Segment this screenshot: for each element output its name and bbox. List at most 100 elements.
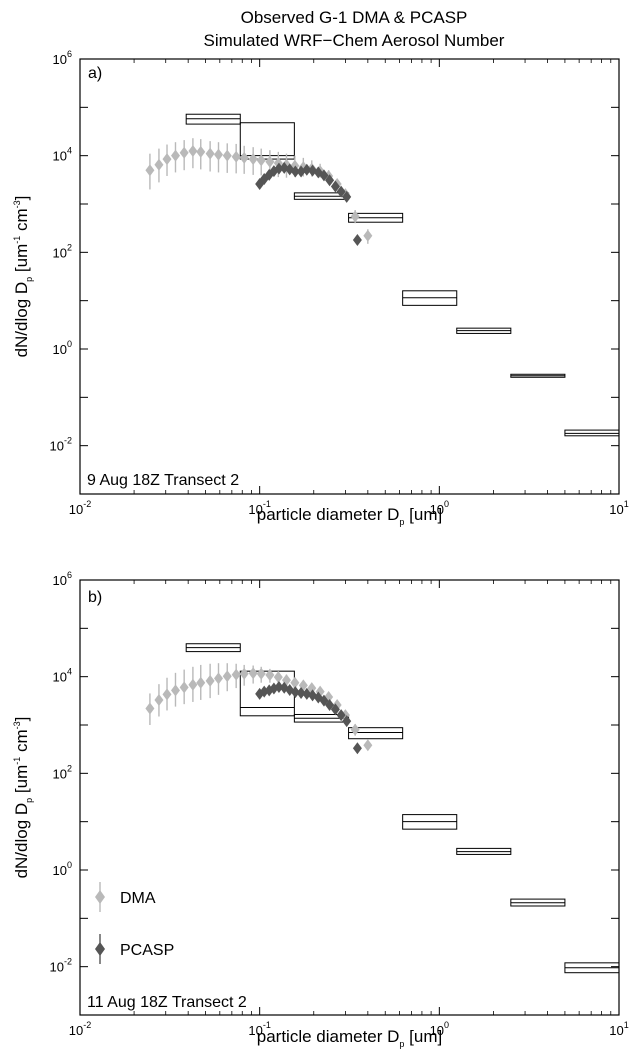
y-tick-base: 10 <box>53 342 67 357</box>
legend-dma-marker <box>95 890 105 904</box>
y-tick-label: 106 <box>53 49 72 67</box>
y-axis-label-main: dN/dlog D <box>12 803 31 879</box>
y-tick-exponent: 6 <box>67 570 72 580</box>
x-tick-exponent: -1 <box>263 499 271 509</box>
dma-point <box>179 146 189 159</box>
x-axis-label: particle diameter Dp [um] <box>257 1027 442 1049</box>
pcasp-point <box>330 703 340 716</box>
y-tick-exponent: -2 <box>64 436 72 446</box>
dma-point <box>213 148 223 161</box>
dma-point <box>222 670 232 683</box>
legend-dma-label: DMA <box>120 890 156 907</box>
x-axis-label-unit: [um] <box>404 1027 442 1046</box>
dma-point <box>239 667 249 680</box>
pcasp-point <box>302 163 312 176</box>
dma-point <box>222 149 232 162</box>
y-tick-exponent: 4 <box>67 667 72 677</box>
y-tick-label: 100 <box>53 860 72 878</box>
panel-annotation: 9 Aug 18Z Transect 2 <box>87 472 239 489</box>
x-tick-exponent: 1 <box>624 499 629 509</box>
pcasp-point <box>302 687 312 700</box>
dma-point <box>196 145 206 158</box>
pcasp-point <box>325 698 335 711</box>
dma-point <box>265 669 275 682</box>
y-axis-label: dN/dlog Dp [um-1 cm-3] <box>12 196 34 358</box>
y-axis-label: dN/dlog Dp [um-1 cm-3] <box>12 717 34 879</box>
dma-point <box>154 158 164 171</box>
pcasp-point <box>274 681 284 694</box>
dma-point <box>239 151 249 164</box>
x-tick-base: 10 <box>248 502 262 517</box>
y-tick-label: 102 <box>53 763 72 781</box>
x-tick-label: 101 <box>609 499 628 517</box>
y-tick-exponent: 0 <box>67 860 72 870</box>
dma-point <box>170 149 180 162</box>
y-axis-label-main: dN/dlog D <box>12 282 31 358</box>
y-axis-label-exponent: -3 <box>12 721 22 729</box>
y-tick-base: 10 <box>53 245 67 260</box>
y-tick-base: 10 <box>53 52 67 67</box>
dma-point <box>162 688 172 701</box>
x-axis-label: particle diameter Dp [um] <box>257 505 442 527</box>
x-tick-exponent: 0 <box>444 499 449 509</box>
y-axis-label-unit: [um <box>12 765 31 798</box>
pcasp-point <box>342 190 352 203</box>
y-axis-label-unit: ] <box>12 196 31 201</box>
dma-point <box>145 702 155 715</box>
dma-point <box>205 674 215 687</box>
x-axis-label-subscript: p <box>399 1039 404 1049</box>
dma-point <box>179 681 189 694</box>
y-tick-label: 102 <box>53 242 72 260</box>
x-tick-base: 10 <box>430 502 444 517</box>
y-tick-base: 10 <box>53 573 67 588</box>
dma-point <box>170 684 180 697</box>
dma-point <box>188 144 198 157</box>
y-tick-exponent: -2 <box>64 957 72 967</box>
dma-point <box>273 671 283 684</box>
pcasp-point <box>296 686 306 699</box>
y-tick-label: 100 <box>53 339 72 357</box>
y-tick-base: 10 <box>53 670 67 685</box>
x-tick-label: 10-1 <box>248 499 270 517</box>
panel-label: a) <box>88 65 102 82</box>
dma-point <box>145 164 155 177</box>
x-tick-exponent: -1 <box>263 1020 271 1030</box>
panel-annotation: 11 Aug 18Z Transect 2 <box>87 994 247 1011</box>
y-tick-base: 10 <box>53 863 67 878</box>
dma-point <box>363 739 373 752</box>
dma-point <box>154 693 164 706</box>
y-tick-base: 10 <box>53 766 67 781</box>
pcasp-point <box>342 715 352 728</box>
y-tick-base: 10 <box>53 149 67 164</box>
y-axis-label-unit: ] <box>12 717 31 722</box>
y-axis-label-exponent: -1 <box>12 236 22 244</box>
x-axis-label-unit: [um] <box>404 505 442 524</box>
dma-point <box>248 153 258 166</box>
y-tick-exponent: 2 <box>67 763 72 773</box>
figure-title-line2: Simulated WRF−Chem Aerosol Number <box>204 31 505 50</box>
plot-frame <box>79 58 620 495</box>
pcasp-point <box>336 185 346 198</box>
dma-point <box>205 147 215 160</box>
model-bin-box <box>239 122 295 160</box>
pcasp-point <box>352 742 362 755</box>
dma-point <box>256 154 266 167</box>
x-tick-base: 10 <box>248 1023 262 1038</box>
dma-point <box>213 672 223 685</box>
y-axis-label-subscript: p <box>24 798 34 803</box>
x-tick-exponent: 1 <box>624 1020 629 1030</box>
pcasp-point <box>330 180 340 193</box>
y-tick-exponent: 0 <box>67 339 72 349</box>
dma-point <box>196 676 206 689</box>
pcasp-point <box>290 686 300 699</box>
x-tick-exponent: -2 <box>83 1020 91 1030</box>
legend-pcasp-marker <box>95 942 105 956</box>
x-tick-label: 10-1 <box>248 1020 270 1038</box>
y-tick-base: 10 <box>50 960 64 975</box>
x-tick-base: 10 <box>609 502 623 517</box>
pcasp-point <box>325 174 335 187</box>
x-tick-base: 10 <box>609 1023 623 1038</box>
y-tick-label: 10-2 <box>50 957 72 975</box>
